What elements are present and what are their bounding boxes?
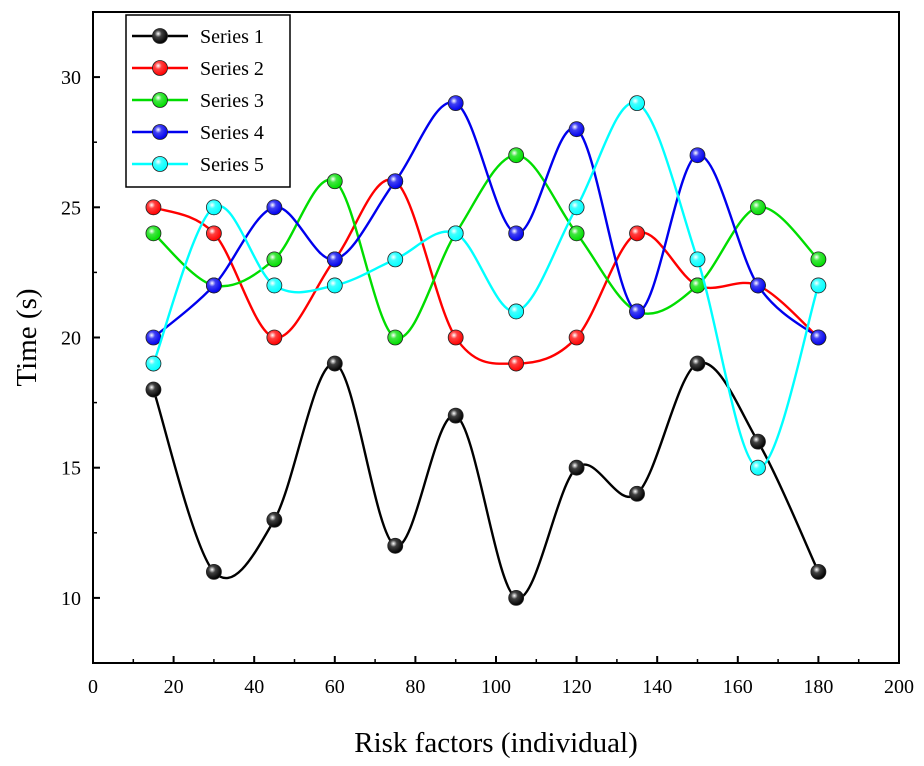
data-point	[750, 277, 766, 294]
data-point	[447, 407, 464, 424]
series-2	[145, 173, 827, 372]
data-point	[750, 199, 766, 216]
legend-marker	[152, 156, 168, 172]
data-point	[689, 355, 706, 372]
series-line	[152, 178, 820, 365]
x-tick-label: 20	[164, 676, 184, 698]
data-point	[326, 277, 343, 294]
data-point	[266, 511, 283, 528]
data-point	[750, 433, 766, 450]
data-point	[750, 459, 766, 476]
x-tick-label: 180	[803, 676, 833, 698]
x-tick-label: 80	[405, 676, 425, 698]
legend-marker	[152, 124, 168, 140]
data-point	[447, 329, 464, 346]
data-point	[810, 329, 827, 346]
data-point	[568, 121, 585, 138]
y-tick-label: 15	[61, 458, 81, 480]
data-point	[205, 225, 222, 242]
legend-entry: Series 3	[132, 90, 264, 112]
data-point	[266, 277, 283, 294]
data-point	[629, 225, 645, 242]
legend-label: Series 2	[200, 58, 264, 80]
data-point	[508, 147, 525, 164]
series-layer	[145, 95, 827, 606]
data-point	[145, 381, 162, 398]
data-point	[810, 563, 827, 580]
data-point	[326, 355, 343, 372]
data-point	[326, 173, 343, 190]
legend-marker	[152, 28, 168, 44]
legend-label: Series 5	[200, 154, 264, 176]
data-point	[145, 329, 162, 346]
data-point	[387, 537, 404, 554]
data-point	[568, 459, 585, 476]
y-tick-label: 30	[61, 67, 81, 89]
data-point	[447, 95, 464, 112]
data-point	[508, 355, 525, 372]
data-point	[266, 251, 283, 268]
data-point	[387, 173, 404, 190]
data-point	[447, 225, 464, 242]
data-point	[205, 199, 222, 216]
x-tick-label: 100	[481, 676, 511, 698]
series-line	[152, 361, 820, 600]
legend-entry: Series 4	[132, 122, 264, 144]
legend-entry: Series 2	[132, 58, 264, 80]
y-axis-title: Time (s)	[11, 288, 43, 386]
data-point	[205, 563, 222, 580]
series-5	[145, 95, 827, 476]
legend-marker	[152, 92, 168, 108]
series-1	[145, 355, 827, 606]
data-point	[629, 485, 645, 502]
data-point	[568, 329, 585, 346]
data-point	[629, 95, 645, 112]
data-point	[568, 199, 585, 216]
legend: Series 1 Series 2 Series 3 Series 4 Series 5	[125, 14, 291, 188]
data-point	[629, 303, 645, 320]
data-point	[145, 355, 162, 372]
x-tick-label: 120	[562, 676, 592, 698]
data-point	[205, 277, 222, 294]
data-point	[568, 225, 585, 242]
legend-label: Series 4	[200, 122, 264, 144]
legend-entry: Series 1	[132, 26, 264, 48]
data-point	[689, 147, 706, 164]
x-axis-title: Risk factors (individual)	[354, 727, 638, 759]
y-tick-label: 20	[61, 328, 81, 350]
data-point	[266, 329, 283, 346]
legend-label: Series 1	[200, 26, 264, 48]
x-tick-label: 160	[723, 676, 753, 698]
data-point	[508, 225, 525, 242]
data-point	[508, 303, 525, 320]
x-tick-label: 140	[642, 676, 672, 698]
y-tick-label: 25	[61, 197, 81, 219]
data-point	[387, 329, 404, 346]
y-tick-label: 10	[61, 588, 81, 610]
data-point	[508, 590, 525, 606]
legend-marker	[152, 60, 168, 76]
legend-label: Series 3	[200, 90, 264, 112]
x-tick-label: 200	[884, 676, 914, 698]
data-point	[810, 277, 827, 294]
data-point	[810, 251, 827, 268]
data-point	[689, 251, 706, 268]
data-point	[145, 199, 162, 216]
x-tick-label: 60	[325, 676, 345, 698]
legend-entry: Series 5	[132, 154, 264, 176]
axes-layer: 0 20 40 60 80 100 120 140 160 180 200 10 15 20 25 30	[61, 67, 914, 698]
data-point	[266, 199, 283, 216]
x-tick-label: 40	[244, 676, 264, 698]
data-point	[387, 251, 404, 268]
x-tick-label: 0	[88, 676, 98, 698]
series-4	[145, 95, 827, 346]
data-point	[145, 225, 162, 242]
data-point	[326, 251, 343, 268]
